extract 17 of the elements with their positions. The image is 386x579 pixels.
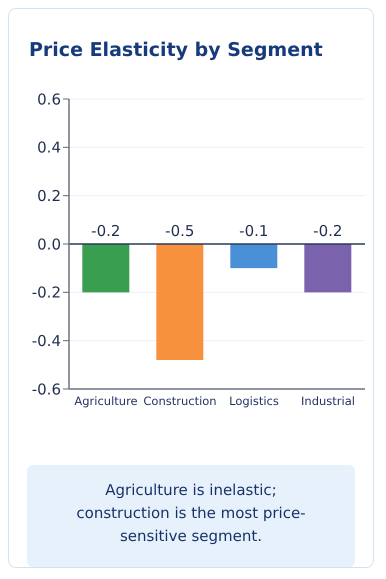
data-label: -0.5	[165, 222, 194, 240]
x-tick-label: Logistics	[229, 394, 279, 408]
data-label: -0.2	[313, 222, 342, 240]
x-tick-label: Agriculture	[74, 394, 138, 408]
x-tick-label: Construction	[143, 394, 217, 408]
y-tick-label: 0.2	[37, 186, 61, 205]
y-tick-label: -0.2	[32, 284, 61, 302]
y-tick-label: -0.4	[32, 332, 61, 350]
text: Agriculture is inelastic; construction is the most price-sensitive segment.	[27, 465, 355, 567]
chart-title: Price Elasticity by Segment	[29, 39, 323, 61]
y-tick-label: 0.6	[37, 90, 61, 108]
y-tick-label: -0.6	[32, 380, 61, 398]
y-tick-label: 0.4	[37, 138, 61, 157]
data-label: -0.1	[239, 222, 268, 240]
y-tick-label: 0.0	[37, 235, 61, 254]
x-tick-label: Industrial	[301, 394, 355, 408]
data-label: -0.2	[91, 222, 120, 240]
